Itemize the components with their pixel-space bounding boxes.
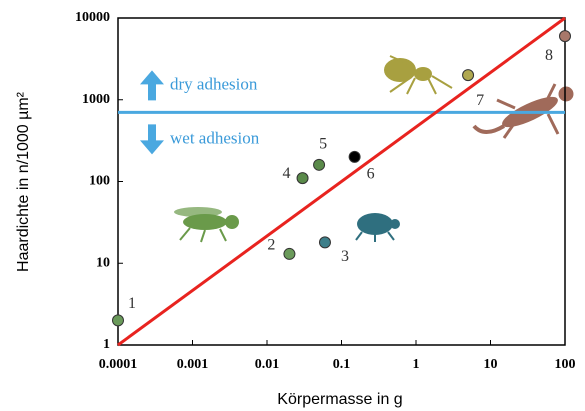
annotation: wet adhesion bbox=[170, 128, 260, 147]
x-tick-label: 10 bbox=[484, 357, 498, 372]
data-point bbox=[314, 159, 325, 170]
data-point bbox=[319, 237, 330, 248]
point-label: 7 bbox=[476, 92, 484, 109]
x-tick-label: 0.01 bbox=[255, 357, 280, 372]
x-tick-label: 0.1 bbox=[333, 357, 351, 372]
fly-icon bbox=[174, 207, 239, 242]
chart: Körpermasse in g Haardichte in n/1000 µm… bbox=[0, 0, 585, 411]
spider-icon bbox=[384, 56, 452, 94]
x-axis-title: Körpermasse in g bbox=[277, 391, 402, 408]
beetle-icon bbox=[356, 213, 400, 242]
point-label: 6 bbox=[367, 166, 375, 183]
x-tick-label: 0.001 bbox=[177, 357, 209, 372]
x-tick-label: 100 bbox=[555, 357, 576, 372]
y-tick-label: 10000 bbox=[75, 10, 110, 25]
x-tick-label: 0.0001 bbox=[99, 357, 138, 372]
point-label: 4 bbox=[283, 165, 291, 182]
point-label: 2 bbox=[267, 237, 275, 254]
x-tick-label: 1 bbox=[413, 357, 420, 372]
data-point bbox=[349, 151, 360, 162]
data-point bbox=[113, 315, 124, 326]
arrow-up bbox=[140, 70, 164, 100]
y-tick-label: 100 bbox=[89, 174, 110, 189]
y-axis-title: Haardichte in n/1000 µm² bbox=[15, 91, 32, 272]
annotation: dry adhesion bbox=[170, 74, 258, 93]
data-point bbox=[297, 173, 308, 184]
y-tick-label: 1 bbox=[103, 337, 110, 352]
trend-line bbox=[118, 18, 565, 345]
point-label: 5 bbox=[319, 135, 327, 152]
arrow-down bbox=[140, 124, 164, 154]
y-tick-label: 10 bbox=[96, 255, 110, 270]
data-point bbox=[284, 248, 295, 259]
y-tick-label: 1000 bbox=[82, 92, 110, 107]
data-point bbox=[463, 70, 474, 81]
data-point bbox=[560, 31, 571, 42]
point-label: 8 bbox=[545, 47, 553, 64]
point-label: 3 bbox=[341, 248, 349, 265]
point-label: 1 bbox=[128, 295, 136, 312]
